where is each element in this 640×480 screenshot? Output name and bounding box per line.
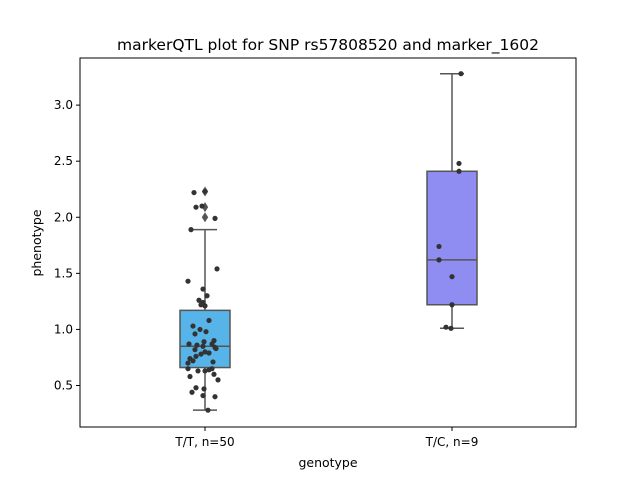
data-point: [436, 243, 442, 250]
y-tick-label: 1.5: [54, 266, 73, 280]
x-axis: T/T, n=50 T/C, n=9: [174, 427, 478, 449]
box-iqr: [426, 170, 478, 306]
data-point: [212, 394, 218, 400]
data-point: [192, 347, 198, 353]
data-point: [215, 377, 221, 383]
data-point: [449, 274, 455, 280]
data-point: [448, 325, 454, 331]
data-point: [193, 353, 199, 359]
data-point: [214, 266, 220, 272]
data-point: [190, 323, 196, 329]
data-point: [205, 407, 211, 413]
data-point: [191, 189, 197, 196]
data-point: [196, 297, 202, 303]
data-point: [202, 349, 208, 355]
y-tick-label: 3.0: [54, 98, 73, 112]
outlier-marker: [201, 202, 209, 213]
data-point: [206, 350, 212, 356]
data-point: [198, 351, 204, 357]
y-tick-label: 0.5: [54, 379, 73, 393]
data-point: [188, 227, 194, 233]
y-tick-label: 1.0: [54, 322, 73, 336]
x-axis-label: genotype: [298, 455, 357, 470]
data-point: [209, 341, 215, 347]
data-point: [212, 215, 218, 221]
data-point: [449, 302, 455, 308]
data-point: [201, 339, 207, 345]
data-point: [443, 324, 449, 330]
data-point: [206, 317, 212, 324]
data-point: [186, 341, 192, 347]
data-point: [194, 342, 200, 348]
outlier-marker: [201, 212, 209, 223]
data-point: [193, 204, 199, 210]
data-point: [202, 368, 208, 374]
box-group: [426, 71, 478, 331]
data-point: [206, 367, 212, 373]
data-point: [185, 278, 191, 284]
data-point: [204, 293, 210, 299]
y-axis: 0.5 1.0 1.5 2.0 2.5 3.0: [54, 98, 80, 393]
data-point: [203, 329, 209, 335]
data-point: [213, 345, 219, 352]
data-point: [200, 343, 206, 349]
data-point: [185, 360, 191, 366]
data-point: [200, 392, 206, 399]
data-point: [202, 303, 208, 309]
x-tick-label: T/C, n=9: [425, 435, 479, 449]
data-point: [197, 326, 203, 333]
data-point: [193, 385, 199, 391]
data-point: [201, 386, 207, 392]
data-point: [458, 71, 464, 77]
data-point: [202, 188, 208, 195]
data-point: [189, 389, 195, 395]
data-point: [195, 368, 201, 374]
data-point: [190, 358, 196, 364]
x-tick-label: T/T, n=50: [174, 435, 234, 449]
data-point: [200, 286, 206, 292]
axes-frame: [79, 57, 577, 428]
data-point: [185, 366, 191, 372]
data-point: [456, 160, 462, 167]
plot-area: [179, 71, 478, 413]
y-axis-label: phenotype: [29, 209, 44, 276]
data-point: [187, 373, 193, 380]
chart-title: markerQTL plot for SNP rs57808520 and ma…: [117, 36, 539, 55]
data-point: [436, 257, 442, 263]
data-point: [192, 331, 198, 337]
data-point: [211, 371, 217, 377]
box-group: [179, 186, 231, 413]
y-tick-label: 2.5: [54, 154, 73, 168]
data-point: [198, 302, 204, 308]
data-point: [199, 203, 205, 209]
data-point: [456, 168, 462, 174]
data-point: [210, 359, 216, 365]
y-tick-label: 2.0: [54, 210, 73, 224]
